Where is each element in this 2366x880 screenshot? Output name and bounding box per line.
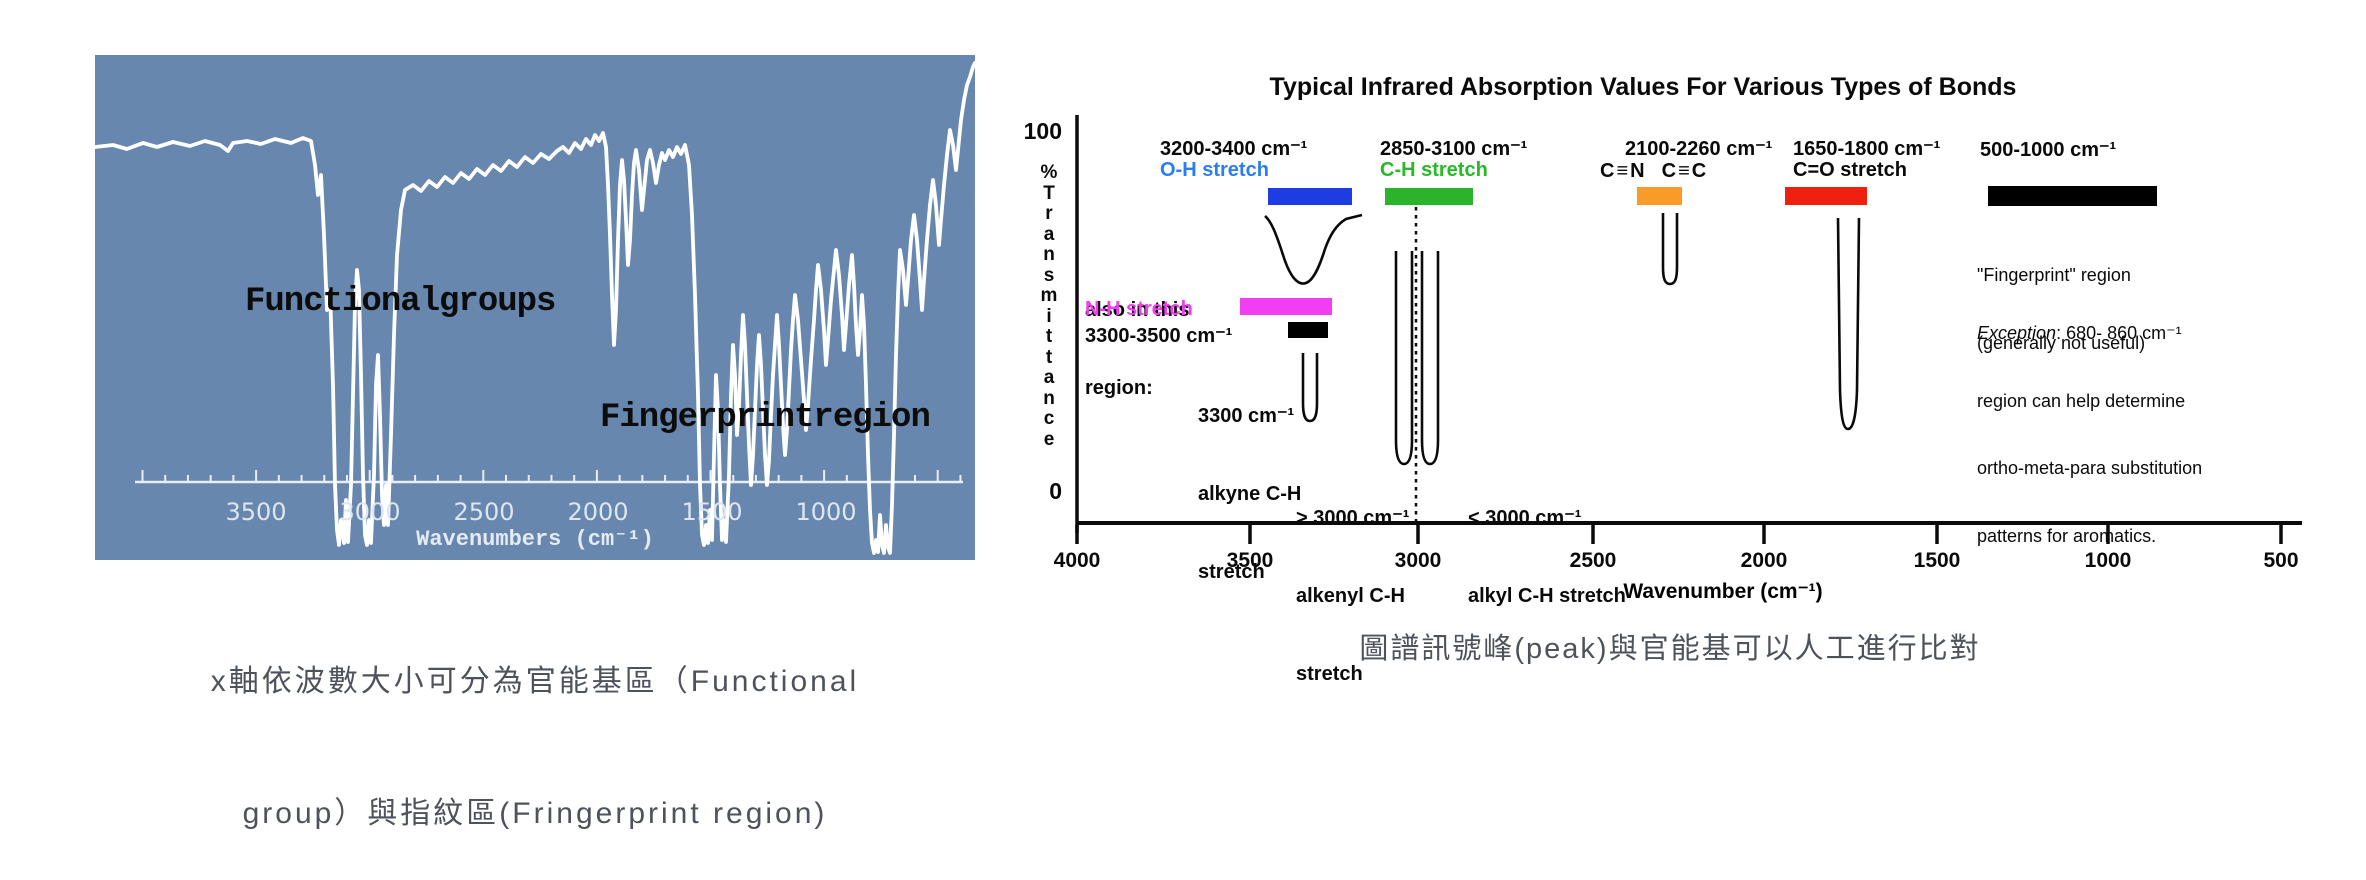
alkyne-note-line3: stretch	[1198, 561, 1265, 583]
exception-note-line1: Exception: 680- 860 cm⁻¹	[1977, 322, 2202, 345]
y-axis-max-label: 100	[1023, 118, 1062, 144]
fingerprint-band-bar	[1988, 186, 2157, 206]
exception-range: : 680- 860 cm⁻¹	[2056, 323, 2182, 343]
oh-range-label: 3200-3400 cm⁻¹	[1160, 138, 1308, 160]
exception-note-line4: patterns for aromatics.	[1977, 525, 2157, 546]
alkyl-note-line2: alkyl C-H stretch	[1468, 585, 1626, 607]
ir-spectrum-trace-svg	[95, 61, 975, 555]
also-in-region-line2: region:	[1085, 377, 1153, 399]
right-caption: 圖譜訊號峰(peak)與官能基可以人工進行比對	[1359, 633, 1981, 665]
spectrum-tick-2500: 2500	[453, 498, 515, 526]
left-caption-line2: group）與指紋區(Fringerprint region)	[242, 797, 828, 830]
absorption-peak-curves	[1264, 213, 1861, 466]
oh-broad-peak	[1264, 213, 1363, 285]
ch-range-label: 2850-3100 cm⁻¹	[1380, 138, 1528, 160]
diagram-tick-1000: 1000	[2084, 549, 2132, 572]
nh-stretch-label: N-H stretch	[1085, 298, 1193, 320]
functional-groups-label: Functionalgroups	[245, 283, 556, 321]
spectrum-x-axis-title: Wavenumbers (cm⁻¹)	[416, 527, 654, 552]
ir-spectrum-panel: Functionalgroups Fingerprintregion 3500 …	[95, 55, 975, 560]
nh-range-label: 3300-3500 cm⁻¹	[1085, 325, 1233, 347]
diagram-tick-2000: 2000	[1740, 549, 1788, 572]
triple-bond-peak	[1661, 213, 1679, 286]
carbonyl-range-label: 1650-1800 cm⁻¹	[1793, 138, 1941, 160]
ch-band-bar	[1385, 188, 1473, 205]
triple-bond-formula-label: C≡N C≡C	[1600, 160, 1709, 182]
left-caption: x軸依波數大小可分為官能基區（Functional group）與指紋區(Fri…	[95, 572, 975, 880]
diagram-x-ticks	[1075, 525, 2283, 544]
absorption-diagram-panel: Typical Infrared Absorption Values For V…	[1000, 55, 2366, 685]
carbonyl-peak	[1836, 217, 1861, 431]
alkyne-note: 3300 cm⁻¹ alkyne C-H stretch	[1198, 351, 1301, 637]
oh-stretch-label: O-H stretch	[1160, 159, 1269, 181]
spectrum-tick-2000: 2000	[567, 498, 629, 526]
ch-stretch-label: C-H stretch	[1380, 159, 1488, 181]
diagram-tick-3500: 3500	[1226, 549, 1274, 572]
fingerprint-range-label: 500-1000 cm⁻¹	[1980, 139, 2117, 161]
page: { "left_figure": { "functional_label": "…	[95, 55, 2366, 830]
alkenyl-note: > 3000 cm⁻¹ alkenyl C-H stretch	[1296, 453, 1409, 739]
fingerprint-note-line1: "Fingerprint" region	[1977, 265, 2131, 285]
alkyne-note-line2: alkyne C-H	[1198, 483, 1302, 505]
nh-sub-band-bar	[1288, 322, 1328, 338]
spectrum-tick-1000: 1000	[795, 498, 857, 526]
exception-note: Exception: 680- 860 cm⁻¹ region can help…	[1977, 277, 2202, 592]
spectrum-tick-1500: 1500	[681, 498, 743, 526]
carbonyl-stretch-label: C=O stretch	[1793, 159, 1907, 181]
exception-word: Exception	[1977, 323, 2057, 343]
y-axis-min-label: 0	[1049, 478, 1062, 504]
alkyne-peak	[1301, 353, 1319, 423]
exception-note-line2: region can help determine	[1977, 390, 2186, 411]
spectrum-axis-ticks	[141, 470, 962, 482]
alkenyl-note-line2: alkenyl C-H	[1296, 585, 1405, 607]
diagram-tick-500: 500	[2263, 549, 2299, 572]
diagram-title: Typical Infrared Absorption Values For V…	[1269, 73, 2017, 101]
alkenyl-peak	[1394, 251, 1414, 466]
also-in-region-note: also in this region:	[1085, 245, 1189, 453]
alkyl-peak	[1420, 251, 1440, 466]
exception-note-line3: ortho-meta-para substitution	[1977, 458, 2203, 478]
diagram-tick-1500: 1500	[1913, 549, 1961, 572]
carbonyl-band-bar	[1785, 187, 1867, 205]
diagram-tick-2500: 2500	[1569, 549, 1617, 572]
alkyl-note-line1: < 3000 cm⁻¹	[1468, 507, 1582, 529]
triple-bond-range-label: 2100-2260 cm⁻¹	[1625, 138, 1773, 160]
nh-band-bar	[1240, 298, 1332, 315]
triple-bond-band-bar	[1637, 187, 1682, 205]
diagram-shapes-svg	[1075, 115, 2302, 544]
alkyl-note: < 3000 cm⁻¹ alkyl C-H stretch	[1468, 453, 1626, 661]
diagram-x-axis-title: Wavenumber (cm⁻¹)	[1623, 580, 1823, 603]
oh-band-bar	[1268, 188, 1352, 205]
fingerprint-note-line2: (generally not useful)	[1977, 332, 2146, 353]
diagram-tick-3000: 3000	[1394, 549, 1442, 572]
alkenyl-note-line1: > 3000 cm⁻¹	[1296, 507, 1410, 529]
diagram-tick-4000: 4000	[1053, 549, 1101, 572]
spectrum-trace	[95, 61, 975, 555]
left-caption-line1: x軸依波數大小可分為官能基區（Functional	[210, 665, 860, 698]
fingerprint-region-label: Fingerprintregion	[600, 399, 931, 437]
also-in-region-line1: also in this	[1085, 299, 1190, 321]
fingerprint-note: "Fingerprint" region (generally not usef…	[1977, 219, 2145, 399]
alkyne-note-line1: 3300 cm⁻¹	[1198, 405, 1295, 427]
spectrum-tick-3000: 3000	[339, 498, 401, 526]
spectrum-tick-3500: 3500	[225, 498, 287, 526]
